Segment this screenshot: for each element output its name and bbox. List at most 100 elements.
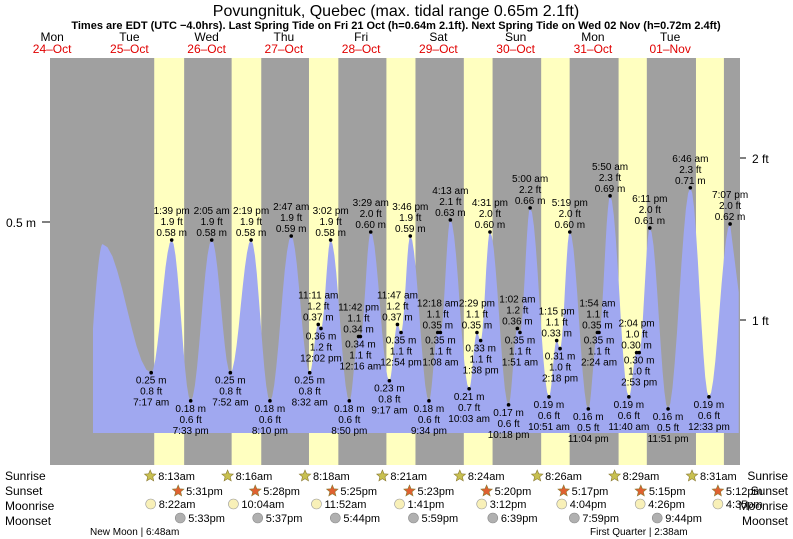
tide-m-label: 0.71 m <box>675 176 706 187</box>
sunset-icon <box>403 484 416 497</box>
tide-ft-label: 2.0 ft <box>479 209 501 220</box>
sunrise-time: 8:13am <box>158 471 195 483</box>
moonrise-icon <box>394 498 405 510</box>
sunset-time: 5:17pm <box>572 486 609 498</box>
tide-ft-label: 0.6 ft <box>338 415 360 426</box>
tide-time-label: 10:51 am <box>528 422 570 433</box>
tide-dot <box>387 378 392 383</box>
row-label-sunset-right: Sunset <box>751 484 789 498</box>
tide-ft-label: 1.9 ft <box>280 213 302 224</box>
tide-ft-label: 0.6 ft <box>180 415 202 426</box>
tide-m-label: 0.62 m <box>715 212 746 223</box>
tide-ft-label: 1.9 ft <box>240 217 262 228</box>
moonset-icon <box>569 512 580 524</box>
tide-dot <box>515 326 520 331</box>
day-name-label: Sun <box>505 30 526 44</box>
tide-ft-label: 1.1 ft <box>429 347 451 358</box>
sunset-time: 5:15pm <box>649 486 686 498</box>
tide-dot <box>448 218 453 222</box>
tide-time-label: 9:17 am <box>371 406 407 417</box>
sunset-time: 5:25pm <box>340 486 377 498</box>
tide-dot <box>427 399 431 403</box>
day-name-label: Sat <box>429 30 448 44</box>
day-date-label: 28–Oct <box>342 42 381 56</box>
row-label-sunset-left: Sunset <box>5 484 43 498</box>
tide-time-label: 7:17 am <box>133 398 169 409</box>
moonset-icon <box>487 512 499 524</box>
tide-ft-label: 2.2 ft <box>519 185 541 196</box>
tide-ft-label: 2.0 ft <box>360 209 382 220</box>
tide-m-label: 0.69 m <box>595 184 626 195</box>
tide-ft-label: 2.0 ft <box>639 205 661 216</box>
tide-m-label: 0.30 m <box>624 356 655 367</box>
tide-time-label: 2:47 am <box>273 202 309 213</box>
tide-ft-label: 1.0 ft <box>549 363 571 374</box>
tide-time-label: 2:18 pm <box>542 374 578 385</box>
tide-ft-label: 2.1 ft <box>439 197 461 208</box>
tide-m-label: 0.58 m <box>156 228 187 239</box>
tide-ft-label: 1.2 ft <box>386 301 408 312</box>
plot-area: 0.25 m0.8 ft7:17 am1:39 pm1.9 ft0.58 m0.… <box>50 58 748 465</box>
tide-ft-label: 0.6 ft <box>259 415 281 426</box>
tide-time-label: 5:50 am <box>592 162 628 173</box>
tide-dot <box>399 330 403 335</box>
tide-dot <box>395 322 400 327</box>
tide-time-label: 7:52 am <box>212 398 248 409</box>
sunrise-time: 8:18am <box>313 471 350 483</box>
tide-time-label: 12:54 pm <box>380 358 422 369</box>
tide-m-label: 0.60 m <box>475 220 506 231</box>
row-label-sunrise-left: Sunrise <box>5 469 46 483</box>
tide-dot <box>554 338 559 343</box>
axes: 0.5 m 2 ft 1 ft <box>6 152 769 328</box>
tide-time-label: 12:16 am <box>340 362 382 373</box>
tide-time-label: 11:47 am <box>377 290 418 301</box>
moonrise-time: 4:04pm <box>570 499 607 511</box>
tide-time-label: 11:04 pm <box>568 434 609 445</box>
tide-dot <box>188 399 193 403</box>
tide-dot <box>558 346 562 351</box>
tide-ft-label: 0.7 ft <box>458 403 480 414</box>
tide-time-label: 4:31 pm <box>472 198 508 209</box>
tide-m-label: 0.19 m <box>694 400 725 411</box>
tide-ft-label: 2.3 ft <box>679 165 701 176</box>
tide-time-label: 2:19 pm <box>233 206 269 217</box>
tide-dot <box>368 230 373 234</box>
tide-dot <box>328 238 333 242</box>
tide-ft-label: 1.1 ft <box>588 347 610 358</box>
moonrise-icon <box>712 498 724 510</box>
moonset-icon <box>174 512 186 524</box>
day-name-label: Tue <box>660 30 681 44</box>
first-quarter-label: First Quarter | 2:38am <box>590 527 688 538</box>
tide-ft-label: 0.5 ft <box>657 423 679 434</box>
moonset-time: 7:59pm <box>582 513 619 525</box>
tide-time-label: 3:29 am <box>353 198 389 209</box>
sunset-time: 5:31pm <box>186 486 223 498</box>
day-date-label: 29–Oct <box>419 42 458 56</box>
tide-time-label: 1:39 pm <box>154 206 190 217</box>
tide-m-label: 0.35 m <box>422 321 453 332</box>
tide-dot <box>347 399 352 403</box>
sunset-icon <box>171 484 185 497</box>
moonrise-time: 11:52am <box>324 499 366 511</box>
tide-time-label: 12:18 am <box>417 299 459 310</box>
day-date-label: 25–Oct <box>110 42 149 56</box>
tide-ft-label: 2.0 ft <box>719 201 741 212</box>
day-name-label: Mon <box>40 30 63 44</box>
tide-m-label: 0.16 m <box>573 412 604 423</box>
tide-ft-label: 0.8 ft <box>140 387 162 398</box>
tide-dot <box>467 386 471 391</box>
tide-time-label: 7:33 pm <box>173 426 209 437</box>
tide-time-label: 10:03 am <box>448 414 490 425</box>
tide-time-label: 11:51 pm <box>648 434 689 445</box>
tide-time-label: 2:24 am <box>581 358 617 369</box>
tide-ft-label: 1.0 ft <box>625 330 647 341</box>
moonset-time: 6:39pm <box>501 513 538 525</box>
tide-dot <box>688 185 693 190</box>
tide-ft-label: 0.6 ft <box>497 419 519 430</box>
tide-time-label: 2:05 am <box>194 206 230 217</box>
tide-time-label: 8:32 am <box>292 398 328 409</box>
tide-dot <box>506 403 511 407</box>
tide-ft-label: 0.6 ft <box>618 411 640 422</box>
tide-m-label: 0.63 m <box>435 208 466 219</box>
tide-m-label: 0.17 m <box>493 408 524 419</box>
